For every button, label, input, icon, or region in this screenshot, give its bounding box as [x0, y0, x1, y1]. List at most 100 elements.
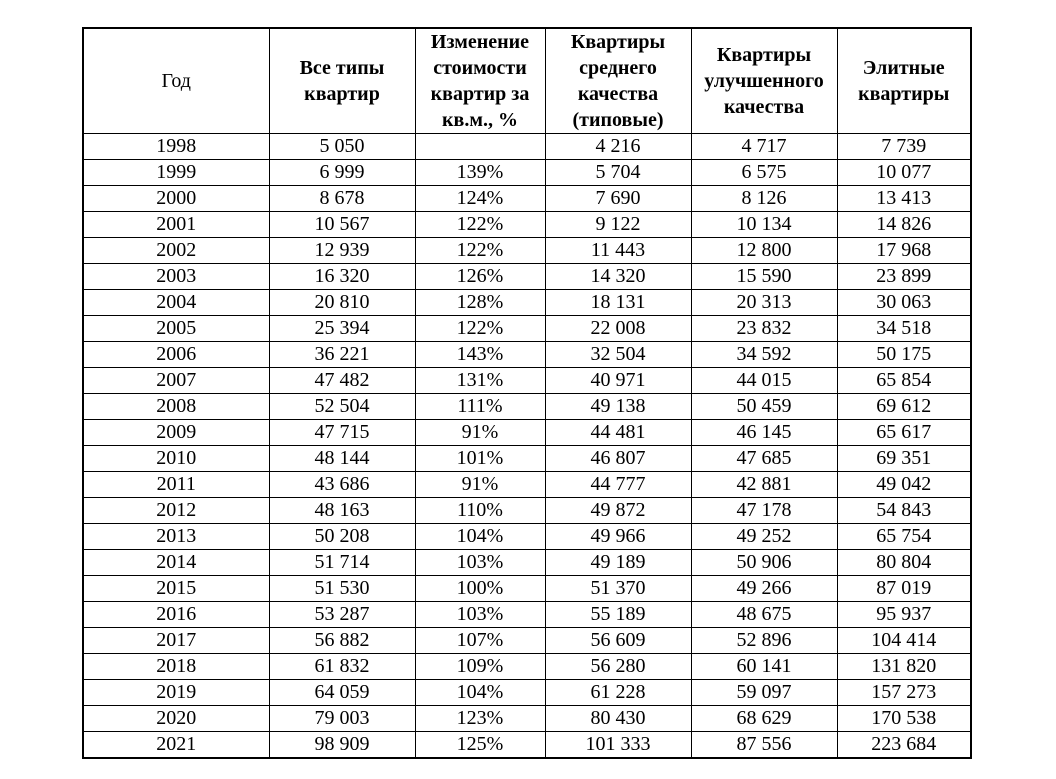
year-cell: 2001: [82, 211, 270, 238]
improved-quality-cell: 47 178: [690, 497, 838, 524]
average-quality-cell: 44 777: [544, 471, 692, 498]
elite-cell: 30 063: [836, 289, 972, 316]
elite-cell: 69 351: [836, 445, 972, 472]
price-change-cell: [414, 133, 546, 160]
all-types-cell: 10 567: [268, 211, 416, 238]
table-row: 2001 10 567 122% 9 122 10 134 14 826: [82, 211, 972, 238]
column-header-year: Год: [82, 27, 270, 134]
price-change-cell: 143%: [414, 341, 546, 368]
improved-quality-cell: 34 592: [690, 341, 838, 368]
elite-cell: 69 612: [836, 393, 972, 420]
table-row: 2019 64 059 104% 61 228 59 097 157 273: [82, 679, 972, 706]
improved-quality-cell: 44 015: [690, 367, 838, 394]
average-quality-cell: 40 971: [544, 367, 692, 394]
improved-quality-cell: 20 313: [690, 289, 838, 316]
elite-cell: 7 739: [836, 133, 972, 160]
all-types-cell: 6 999: [268, 159, 416, 186]
price-change-cell: 100%: [414, 575, 546, 602]
year-cell: 2013: [82, 523, 270, 550]
year-cell: 2000: [82, 185, 270, 212]
all-types-cell: 48 163: [268, 497, 416, 524]
table-row: 2011 43 686 91% 44 777 42 881 49 042: [82, 471, 972, 498]
price-change-cell: 122%: [414, 237, 546, 264]
improved-quality-cell: 68 629: [690, 705, 838, 732]
elite-cell: 80 804: [836, 549, 972, 576]
all-types-cell: 8 678: [268, 185, 416, 212]
price-change-cell: 139%: [414, 159, 546, 186]
price-change-cell: 122%: [414, 315, 546, 342]
all-types-cell: 61 832: [268, 653, 416, 680]
average-quality-cell: 18 131: [544, 289, 692, 316]
average-quality-cell: 22 008: [544, 315, 692, 342]
elite-cell: 14 826: [836, 211, 972, 238]
average-quality-cell: 49 872: [544, 497, 692, 524]
average-quality-cell: 9 122: [544, 211, 692, 238]
year-cell: 2015: [82, 575, 270, 602]
elite-cell: 23 899: [836, 263, 972, 290]
year-cell: 2010: [82, 445, 270, 472]
year-cell: 2005: [82, 315, 270, 342]
all-types-cell: 56 882: [268, 627, 416, 654]
column-header-price-change: Изменение стоимости квартир за кв.м., %: [414, 27, 546, 134]
all-types-cell: 53 287: [268, 601, 416, 628]
year-cell: 1999: [82, 159, 270, 186]
elite-cell: 104 414: [836, 627, 972, 654]
table-body: 1998 5 050 4 216 4 717 7 739 1999 6 999 139% 5 7…: [82, 133, 972, 759]
elite-cell: 10 077: [836, 159, 972, 186]
improved-quality-cell: 12 800: [690, 237, 838, 264]
average-quality-cell: 101 333: [544, 731, 692, 759]
year-cell: 2002: [82, 237, 270, 264]
improved-quality-cell: 52 896: [690, 627, 838, 654]
table-row: 2018 61 832 109% 56 280 60 141 131 820: [82, 653, 972, 680]
all-types-cell: 51 530: [268, 575, 416, 602]
elite-cell: 34 518: [836, 315, 972, 342]
elite-cell: 50 175: [836, 341, 972, 368]
year-cell: 2004: [82, 289, 270, 316]
year-cell: 1998: [82, 133, 270, 160]
improved-quality-cell: 87 556: [690, 731, 838, 759]
improved-quality-cell: 15 590: [690, 263, 838, 290]
price-change-cell: 131%: [414, 367, 546, 394]
all-types-cell: 16 320: [268, 263, 416, 290]
table-row: 2015 51 530 100% 51 370 49 266 87 019: [82, 575, 972, 602]
average-quality-cell: 61 228: [544, 679, 692, 706]
elite-cell: 65 617: [836, 419, 972, 446]
price-change-cell: 128%: [414, 289, 546, 316]
elite-cell: 223 684: [836, 731, 972, 759]
table-row: 2004 20 810 128% 18 131 20 313 30 063: [82, 289, 972, 316]
all-types-cell: 79 003: [268, 705, 416, 732]
year-cell: 2021: [82, 731, 270, 759]
average-quality-cell: 7 690: [544, 185, 692, 212]
price-change-cell: 109%: [414, 653, 546, 680]
all-types-cell: 64 059: [268, 679, 416, 706]
table-row: 2020 79 003 123% 80 430 68 629 170 538: [82, 705, 972, 732]
improved-quality-cell: 49 266: [690, 575, 838, 602]
improved-quality-cell: 42 881: [690, 471, 838, 498]
improved-quality-cell: 4 717: [690, 133, 838, 160]
price-change-cell: 103%: [414, 549, 546, 576]
price-change-cell: 124%: [414, 185, 546, 212]
elite-cell: 131 820: [836, 653, 972, 680]
elite-cell: 49 042: [836, 471, 972, 498]
price-change-cell: 126%: [414, 263, 546, 290]
table-row: 2006 36 221 143% 32 504 34 592 50 175: [82, 341, 972, 368]
table-row: 2007 47 482 131% 40 971 44 015 65 854: [82, 367, 972, 394]
elite-cell: 13 413: [836, 185, 972, 212]
average-quality-cell: 4 216: [544, 133, 692, 160]
price-change-cell: 91%: [414, 419, 546, 446]
all-types-cell: 48 144: [268, 445, 416, 472]
improved-quality-cell: 48 675: [690, 601, 838, 628]
table-row: 2000 8 678 124% 7 690 8 126 13 413: [82, 185, 972, 212]
price-change-cell: 110%: [414, 497, 546, 524]
improved-quality-cell: 50 906: [690, 549, 838, 576]
average-quality-cell: 49 138: [544, 393, 692, 420]
improved-quality-cell: 23 832: [690, 315, 838, 342]
improved-quality-cell: 6 575: [690, 159, 838, 186]
improved-quality-cell: 60 141: [690, 653, 838, 680]
year-cell: 2008: [82, 393, 270, 420]
average-quality-cell: 5 704: [544, 159, 692, 186]
average-quality-cell: 49 966: [544, 523, 692, 550]
all-types-cell: 5 050: [268, 133, 416, 160]
improved-quality-cell: 49 252: [690, 523, 838, 550]
